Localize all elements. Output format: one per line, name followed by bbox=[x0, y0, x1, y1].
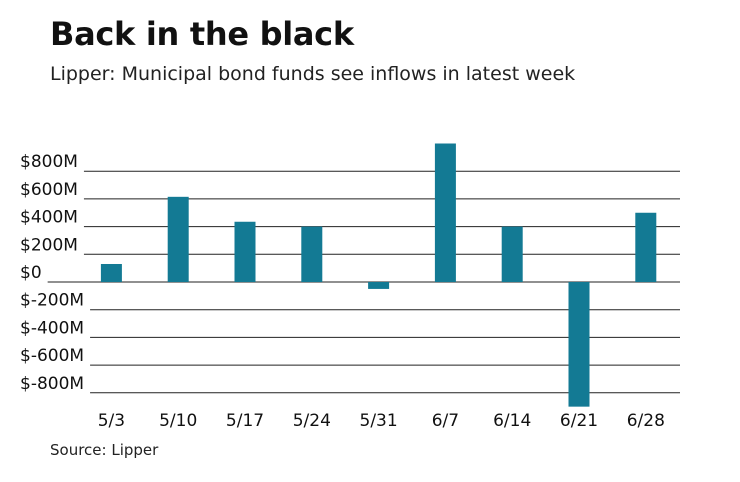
bar bbox=[234, 221, 256, 282]
y-tick-label: $200M bbox=[20, 235, 78, 255]
y-tick-label: $400M bbox=[20, 208, 78, 228]
x-axis-labels: 5/3 5/10 5/17 5/24 5/31 6/7 6/14 6/21 6/28 bbox=[98, 411, 665, 431]
y-tick-label: $0 bbox=[20, 263, 42, 283]
x-tick-label: 5/31 bbox=[360, 411, 398, 431]
bar bbox=[434, 143, 456, 282]
x-tick-label: 6/21 bbox=[560, 411, 598, 431]
x-tick-label: 6/28 bbox=[627, 411, 665, 431]
x-tick-label: 5/3 bbox=[98, 411, 125, 431]
y-tick-label: $-200M bbox=[20, 291, 84, 311]
y-tick-label: $-400M bbox=[20, 318, 84, 338]
y-tick-label: $-600M bbox=[20, 346, 84, 366]
y-tick-label: $600M bbox=[20, 180, 78, 200]
chart-subtitle: Lipper: Municipal bond funds see inflows… bbox=[50, 63, 576, 85]
x-tick-label: 6/14 bbox=[493, 411, 531, 431]
x-tick-label: 5/10 bbox=[159, 411, 197, 431]
source-note: Source: Lipper bbox=[50, 441, 159, 459]
x-tick-label: 5/24 bbox=[293, 411, 331, 431]
bar bbox=[568, 282, 590, 407]
y-tick-label: $-800M bbox=[20, 374, 84, 394]
bar bbox=[100, 263, 122, 282]
bar bbox=[501, 226, 523, 282]
bars bbox=[100, 143, 657, 407]
bar bbox=[635, 212, 657, 282]
bar bbox=[368, 282, 390, 289]
bar bbox=[301, 226, 323, 282]
chart-title: Back in the black bbox=[50, 15, 354, 53]
y-axis-labels: $800M $600M $400M $200M $0 $-200M $-400M $-600M… bbox=[20, 152, 84, 394]
x-tick-label: 5/17 bbox=[226, 411, 264, 431]
x-tick-label: 6/7 bbox=[432, 411, 459, 431]
y-tick-label: $800M bbox=[20, 152, 78, 172]
bar bbox=[167, 196, 189, 282]
